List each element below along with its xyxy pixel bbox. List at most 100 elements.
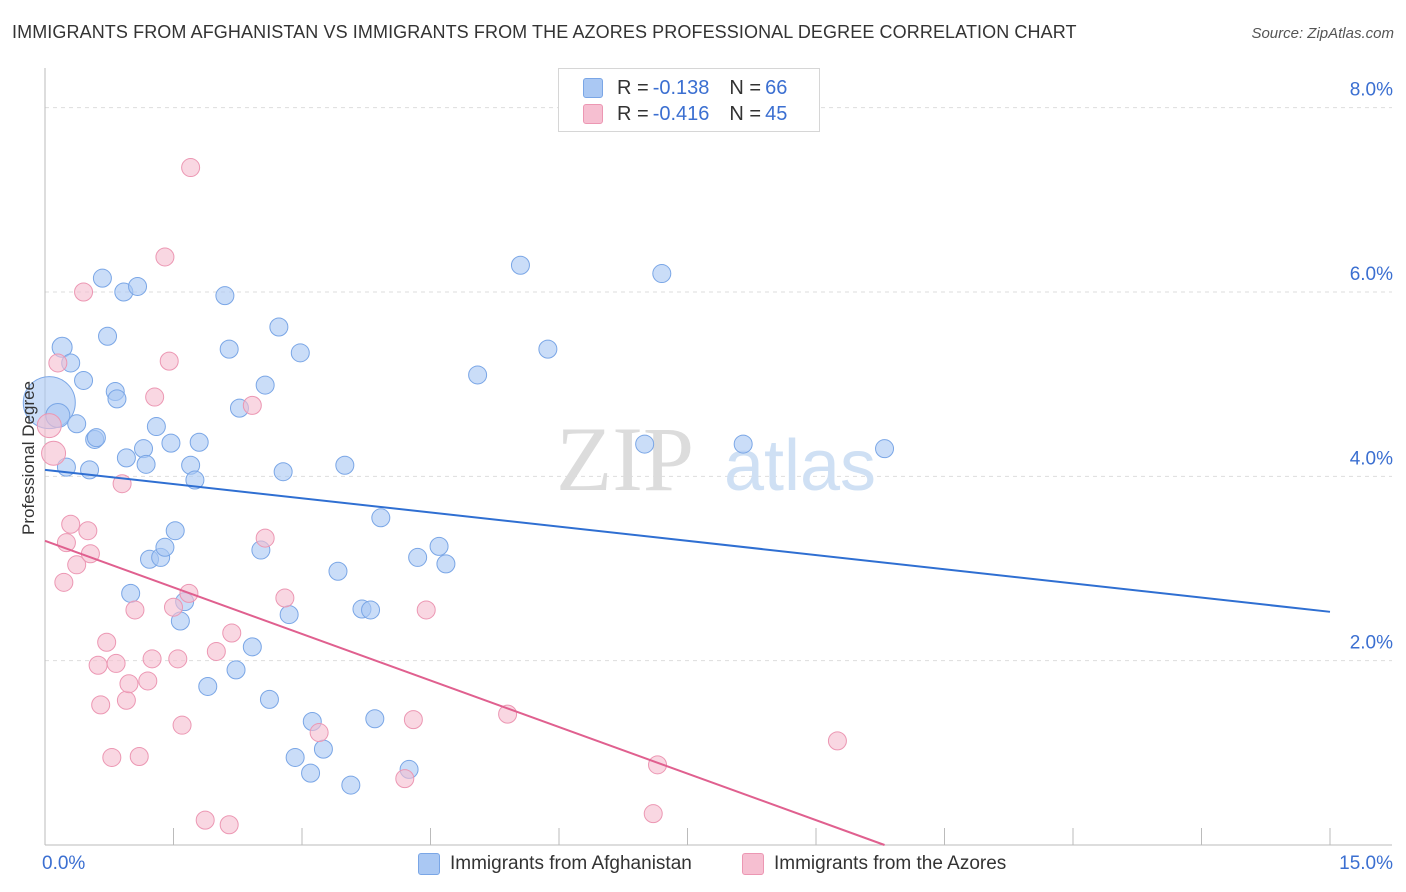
y-tick-label: 8.0%: [1350, 80, 1393, 101]
afghanistan-point: [161, 433, 181, 453]
legend-r-value: -0.138: [652, 76, 710, 99]
afghanistan-point: [328, 561, 348, 581]
azores-point: [643, 804, 663, 824]
azores-point: [309, 723, 329, 743]
afghanistan-point: [361, 600, 381, 620]
azores-point: [181, 158, 201, 178]
x-tick-label: 0.0%: [42, 853, 85, 874]
bottom-legend-swatch-blue: [418, 853, 440, 875]
afghanistan-point: [136, 454, 156, 474]
afghanistan-point: [313, 739, 333, 759]
afghanistan-point: [635, 434, 655, 454]
azores-point: [36, 413, 62, 439]
legend-swatch-blue: [583, 78, 603, 98]
afghanistan-point: [279, 605, 299, 625]
azores-point: [159, 351, 179, 371]
afghanistan-point: [301, 763, 321, 783]
azores-point: [54, 572, 74, 592]
bottom-legend-swatch-pink: [742, 853, 764, 875]
afghanistan-point: [134, 439, 154, 459]
legend: R = -0.138 N = 66 R = -0.416 N = 45: [558, 68, 820, 132]
legend-n-label: N =: [729, 76, 762, 99]
azores-point: [222, 623, 242, 643]
azores-point: [403, 710, 423, 730]
afghanistan-point: [155, 537, 175, 557]
azores-point: [395, 769, 415, 789]
afghanistan-point: [652, 264, 672, 284]
azores-point: [91, 695, 111, 715]
legend-row-azores: R = -0.416 N = 45: [583, 102, 787, 126]
y-tick-label: 6.0%: [1350, 264, 1393, 285]
azores-point: [155, 247, 175, 267]
azores-point: [129, 747, 149, 767]
afghanistan-point: [107, 389, 127, 409]
azores-point: [827, 731, 847, 751]
afghanistan-point: [335, 455, 355, 475]
afghanistan-point: [215, 286, 235, 306]
afghanistan-point: [128, 276, 148, 296]
afghanistan-point: [242, 637, 262, 657]
legend-r-value: -0.416: [652, 102, 710, 125]
watermark: ZIP atlas: [556, 408, 876, 510]
afghanistan-point: [538, 339, 558, 359]
y-tick-label: 2.0%: [1350, 633, 1393, 654]
afghanistan-point: [468, 365, 488, 385]
afghanistan-point: [273, 462, 293, 482]
afghanistan-point: [269, 317, 289, 337]
bottom-legend-afghanistan: Immigrants from Afghanistan: [418, 851, 692, 877]
azores-point: [119, 674, 139, 694]
azores-point: [416, 600, 436, 620]
legend-n-value: 45: [765, 102, 788, 125]
azores-point: [67, 555, 87, 575]
trend-lines: [44, 468, 1331, 846]
chart-title: IMMIGRANTS FROM AFGHANISTAN VS IMMIGRANT…: [12, 22, 1077, 42]
azores-point: [275, 588, 295, 608]
afghanistan-point: [198, 676, 218, 696]
gridlines: [45, 107, 1392, 662]
source-label: Source: ZipAtlas.com: [1251, 25, 1394, 42]
axes: 2.0% 4.0% 6.0% 8.0% 0.0% 15.0%: [42, 68, 1393, 874]
afghanistan-point: [371, 508, 391, 528]
data-points: [22, 158, 895, 835]
afghanistan-point: [259, 689, 279, 709]
azores-point: [164, 597, 183, 617]
afghanistan-point: [429, 536, 449, 556]
azores-point: [116, 690, 136, 710]
afghanistan-point: [116, 448, 136, 468]
bottom-legend-label: Immigrants from Afghanistan: [450, 853, 692, 874]
azores-trend-line: [44, 539, 885, 846]
azores-point: [61, 514, 81, 534]
afghanistan-point: [185, 470, 205, 490]
afghanistan-point: [74, 370, 94, 390]
afghanistan-point: [165, 521, 185, 541]
azores-point: [145, 387, 165, 407]
afghanistan-point: [365, 709, 385, 729]
azores-point: [168, 649, 188, 669]
afghanistan-point: [510, 255, 530, 275]
bottom-legend-azores: Immigrants from the Azores: [742, 851, 1006, 877]
azores-point: [242, 395, 262, 415]
afghanistan-point: [86, 428, 106, 448]
legend-n-label: N =: [729, 102, 762, 125]
azores-point: [97, 632, 117, 652]
afghanistan-trend-line: [44, 468, 1331, 613]
afghanistan-point: [98, 326, 118, 346]
azores-point: [195, 810, 215, 830]
y-tick-label: 4.0%: [1350, 448, 1393, 469]
azores-point: [88, 655, 108, 675]
afghanistan-point: [146, 417, 166, 437]
watermark-zip: ZIP: [556, 408, 694, 510]
legend-r-label: R =: [617, 76, 649, 99]
afghanistan-point: [285, 747, 305, 767]
azores-point: [102, 747, 122, 767]
afghanistan-point: [733, 434, 753, 454]
afghanistan-point: [92, 268, 112, 288]
legend-r-label: R =: [617, 102, 649, 125]
afghanistan-point: [341, 775, 361, 795]
azores-point: [206, 641, 226, 661]
afghanistan-point: [408, 547, 428, 567]
afghanistan-point: [189, 432, 209, 452]
azores-point: [255, 528, 275, 548]
legend-row-afghanistan: R = -0.138 N = 66: [583, 76, 787, 100]
azores-point: [138, 671, 158, 691]
